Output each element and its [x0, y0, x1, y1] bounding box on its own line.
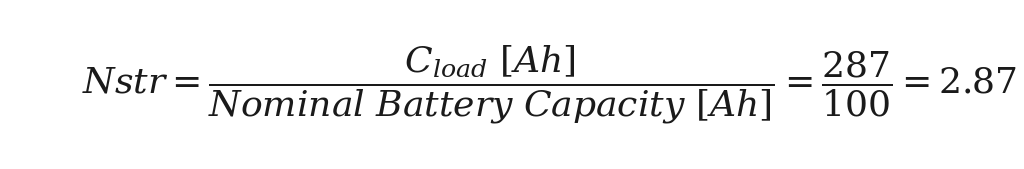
Text: $\mathit{Nstr} = \dfrac{\mathit{C}_{load}\ \mathit{[Ah]}}{\mathit{Nominal\ Batte: $\mathit{Nstr} = \dfrac{\mathit{C}_{load… — [82, 43, 1017, 126]
